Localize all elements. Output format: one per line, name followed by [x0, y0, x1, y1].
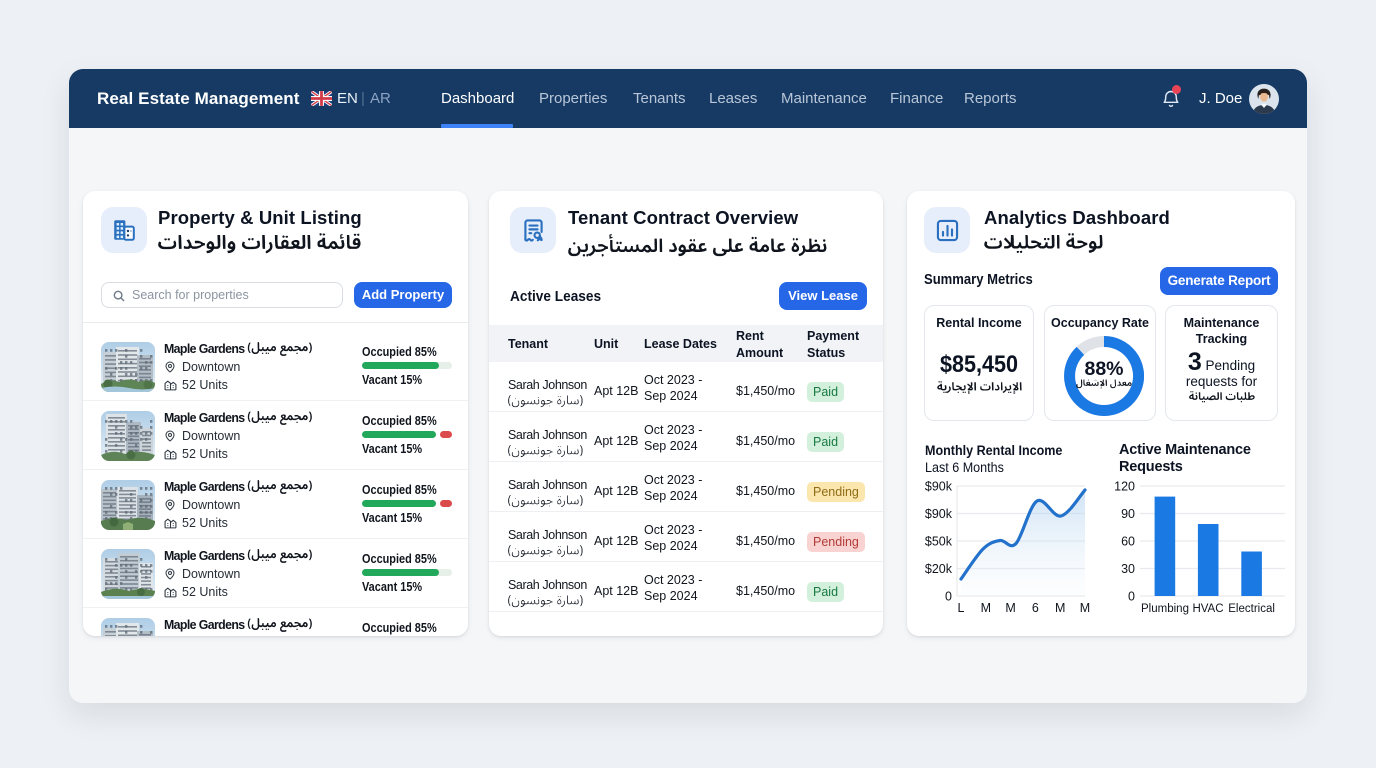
- svg-text:Plumbing: Plumbing: [1141, 603, 1189, 615]
- svg-text:30: 30: [1121, 562, 1135, 576]
- svg-text:HVAC: HVAC: [1192, 603, 1223, 615]
- svg-text:$50k: $50k: [925, 535, 953, 549]
- svg-text:6: 6: [1032, 601, 1039, 615]
- svg-text:$20k: $20k: [925, 562, 953, 576]
- svg-text:M: M: [1080, 601, 1090, 615]
- svg-text:$90k: $90k: [925, 507, 953, 521]
- svg-text:Electrical: Electrical: [1228, 603, 1275, 615]
- svg-text:L: L: [958, 601, 965, 615]
- svg-text:0: 0: [945, 590, 952, 604]
- svg-text:M: M: [981, 601, 991, 615]
- svg-text:M: M: [1005, 601, 1015, 615]
- svg-text:0: 0: [1128, 590, 1135, 604]
- svg-text:60: 60: [1121, 535, 1135, 549]
- svg-text:M: M: [1055, 601, 1065, 615]
- svg-text:$90k: $90k: [925, 480, 953, 494]
- svg-text:90: 90: [1121, 507, 1135, 521]
- svg-text:120: 120: [1114, 480, 1135, 494]
